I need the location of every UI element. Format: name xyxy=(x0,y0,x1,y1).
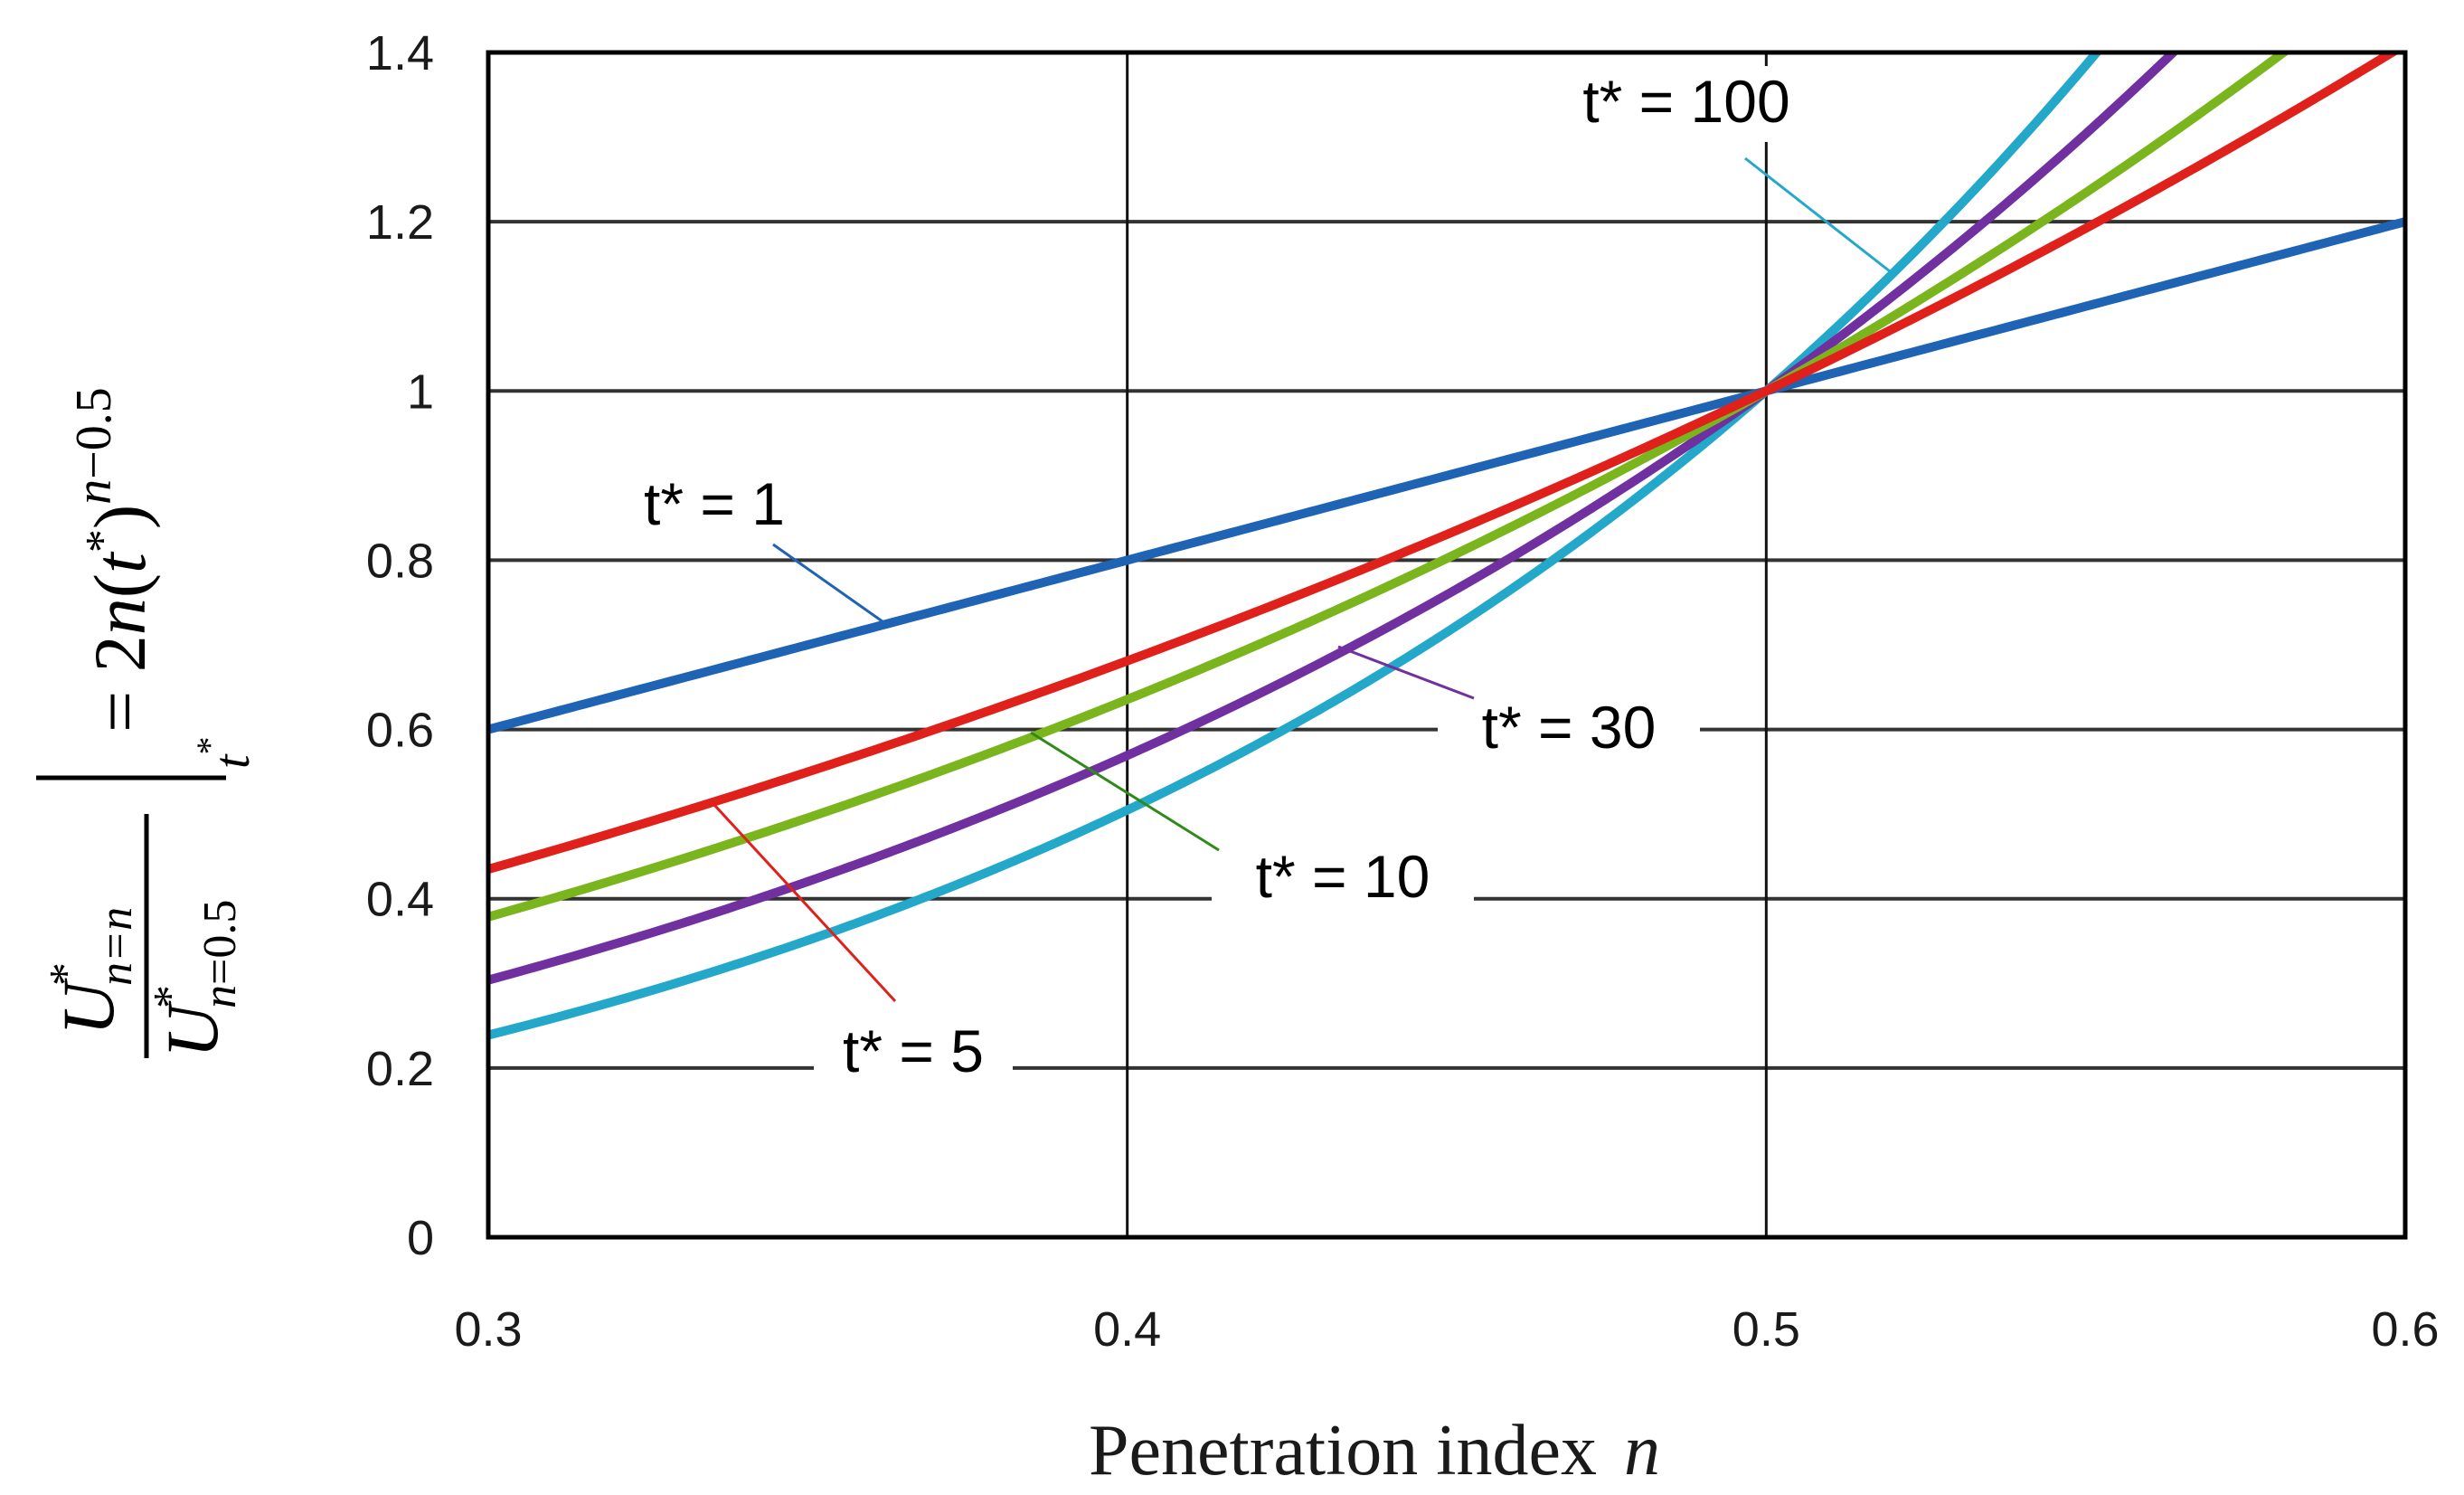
y-tick-label: 0.6 xyxy=(366,704,434,758)
annotation-label: t* = 30 xyxy=(1482,694,1657,761)
annotation-label: t* = 100 xyxy=(1582,68,1789,135)
annotation-label: t* = 1 xyxy=(644,470,785,537)
series-line-t30 xyxy=(488,52,2180,985)
plot-frame xyxy=(486,50,2408,1240)
annotation-leader-line xyxy=(1337,645,1475,700)
x-tick-label: 0.3 xyxy=(454,1302,522,1357)
x-tick-label: 0.4 xyxy=(1093,1302,1161,1357)
x-axis-label: Penetration index n xyxy=(1089,1411,1660,1490)
y-tick-label: 0.4 xyxy=(366,873,434,927)
y-tick-label: 1.2 xyxy=(366,195,434,250)
series-line-t1 xyxy=(488,217,2405,734)
series-line-t100 xyxy=(488,52,2103,1040)
y-label-numerator-star: * xyxy=(41,962,92,986)
series-group xyxy=(488,52,2405,1040)
annotation-label: t* = 10 xyxy=(1256,843,1430,910)
y-label-denominator-sub: n=0.5 xyxy=(194,900,246,1008)
x-tick-label: 0.5 xyxy=(1732,1302,1800,1357)
y-label-eval-subscript: t* xyxy=(189,736,260,769)
annotation-leader-line xyxy=(772,543,887,626)
annotation-leader-line xyxy=(1030,731,1220,852)
y-tick-label: 0.2 xyxy=(366,1042,434,1096)
grid xyxy=(488,52,2405,1237)
y-tick-label: 0.8 xyxy=(366,534,434,588)
annotation-label-bg xyxy=(814,1016,1013,1092)
y-label-denominator: U xyxy=(151,1000,233,1058)
y-tick-label: 1.4 xyxy=(366,26,434,80)
y-label-numerator-sub: n=n xyxy=(90,907,142,986)
y-axis-label: U * n=n U * n=0.5 t* = 2n(t*)n−0.5 xyxy=(36,387,260,1058)
x-axis-label-text: Penetration index xyxy=(1089,1411,1597,1490)
series-line-t10 xyxy=(488,52,2291,922)
y-label-rhs: = 2n(t*)n−0.5 xyxy=(66,387,161,733)
y-label-denominator-star: * xyxy=(145,985,196,1008)
y-label-numerator: U xyxy=(47,978,129,1036)
x-axis-label-var: n xyxy=(1624,1411,1660,1490)
annotation-leader-line xyxy=(713,803,897,1003)
annotation-label-bg xyxy=(1212,841,1474,917)
annotation-label-bg xyxy=(1533,66,1840,142)
y-ticks: 0 0.2 0.4 0.6 0.8 1 1.2 1.4 xyxy=(366,26,434,1265)
annotations: t* = 1 t* = 5 t* = 10 t* = 30 t* = 100 xyxy=(601,66,1891,1092)
y-tick-label: 1 xyxy=(407,364,434,419)
annotation-label-bg xyxy=(601,468,827,544)
series-line-t5 xyxy=(488,52,2401,874)
x-ticks: 0.3 0.4 0.5 0.6 xyxy=(454,1302,2439,1357)
annotation-leader-line xyxy=(1744,156,1891,273)
y-tick-label: 0 xyxy=(407,1211,434,1265)
x-tick-label: 0.6 xyxy=(2371,1302,2439,1357)
annotation-label-bg xyxy=(1438,692,1700,768)
annotation-label: t* = 5 xyxy=(843,1017,984,1084)
